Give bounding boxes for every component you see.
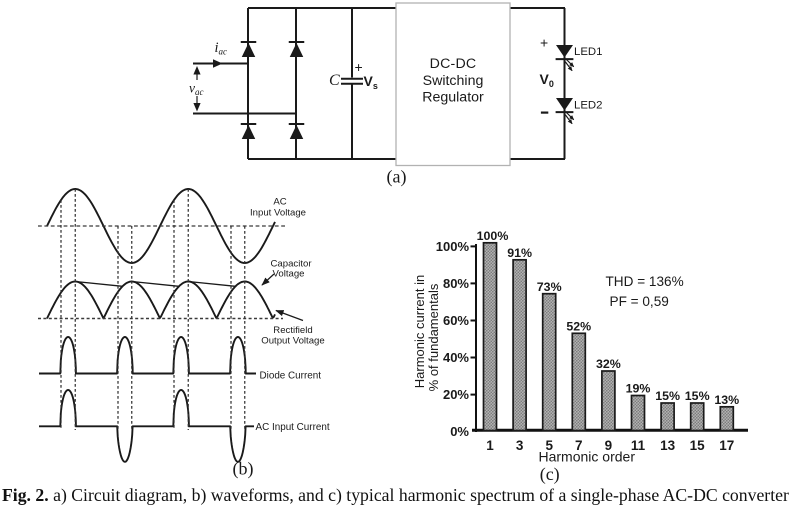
svg-text:60%: 60% bbox=[443, 313, 469, 328]
svg-text:Regulator: Regulator bbox=[422, 90, 484, 106]
svg-text:Diode Current: Diode Current bbox=[260, 371, 322, 382]
svg-text:Capacitor: Capacitor bbox=[270, 259, 312, 270]
svg-text:0%: 0% bbox=[450, 424, 469, 439]
svg-text:100%: 100% bbox=[477, 229, 509, 243]
svg-text:iac: iac bbox=[215, 40, 228, 57]
svg-text:Vs: Vs bbox=[364, 73, 378, 91]
svg-text:13: 13 bbox=[660, 438, 676, 453]
svg-text:Harmonic current in: Harmonic current in bbox=[412, 275, 427, 388]
svg-text:1: 1 bbox=[486, 438, 494, 453]
svg-text:AC: AC bbox=[273, 197, 286, 208]
svg-text:19%: 19% bbox=[626, 382, 651, 396]
svg-text:Output Voltage: Output Voltage bbox=[261, 336, 324, 347]
svg-text:LED2: LED2 bbox=[574, 100, 603, 112]
svg-text:52%: 52% bbox=[566, 320, 591, 334]
svg-text:+: + bbox=[355, 59, 363, 75]
svg-text:THD = 136%: THD = 136% bbox=[606, 274, 684, 289]
svg-text:V0: V0 bbox=[540, 71, 554, 89]
svg-text:15: 15 bbox=[690, 438, 706, 453]
svg-text:32%: 32% bbox=[596, 357, 621, 371]
svg-text:11: 11 bbox=[631, 438, 646, 453]
svg-text:Voltage: Voltage bbox=[272, 269, 304, 280]
svg-text:91%: 91% bbox=[507, 246, 532, 260]
svg-text:Input Voltage: Input Voltage bbox=[250, 208, 306, 219]
svg-text:15%: 15% bbox=[655, 389, 680, 403]
svg-text:17: 17 bbox=[719, 438, 734, 453]
svg-text:20%: 20% bbox=[443, 387, 469, 402]
svg-text:100%: 100% bbox=[436, 239, 470, 254]
svg-text:LED1: LED1 bbox=[574, 46, 603, 58]
svg-text:PF = 0,59: PF = 0,59 bbox=[610, 294, 669, 309]
svg-text:13%: 13% bbox=[714, 393, 739, 407]
svg-text:80%: 80% bbox=[443, 276, 469, 291]
svg-text:(b): (b) bbox=[233, 459, 254, 480]
svg-text:7: 7 bbox=[575, 438, 583, 453]
svg-text:73%: 73% bbox=[537, 280, 562, 294]
svg-text:(c): (c) bbox=[540, 464, 560, 485]
svg-text:9: 9 bbox=[605, 438, 613, 453]
svg-text:40%: 40% bbox=[443, 350, 469, 365]
svg-text:AC Input Current: AC Input Current bbox=[256, 422, 330, 433]
svg-text:Switching: Switching bbox=[423, 73, 484, 89]
svg-text:% of fundamentals: % of fundamentals bbox=[426, 283, 441, 391]
svg-text:Harmonic order: Harmonic order bbox=[539, 449, 636, 465]
svg-text:15%: 15% bbox=[685, 389, 710, 403]
svg-text:3: 3 bbox=[516, 438, 524, 453]
svg-text:DC-DC: DC-DC bbox=[430, 56, 477, 72]
svg-text:(a): (a) bbox=[387, 167, 407, 188]
svg-text:C: C bbox=[329, 72, 340, 89]
svg-text:5: 5 bbox=[545, 438, 553, 453]
svg-text:+: + bbox=[540, 35, 548, 51]
svg-text:Rectifield: Rectifield bbox=[273, 325, 312, 336]
